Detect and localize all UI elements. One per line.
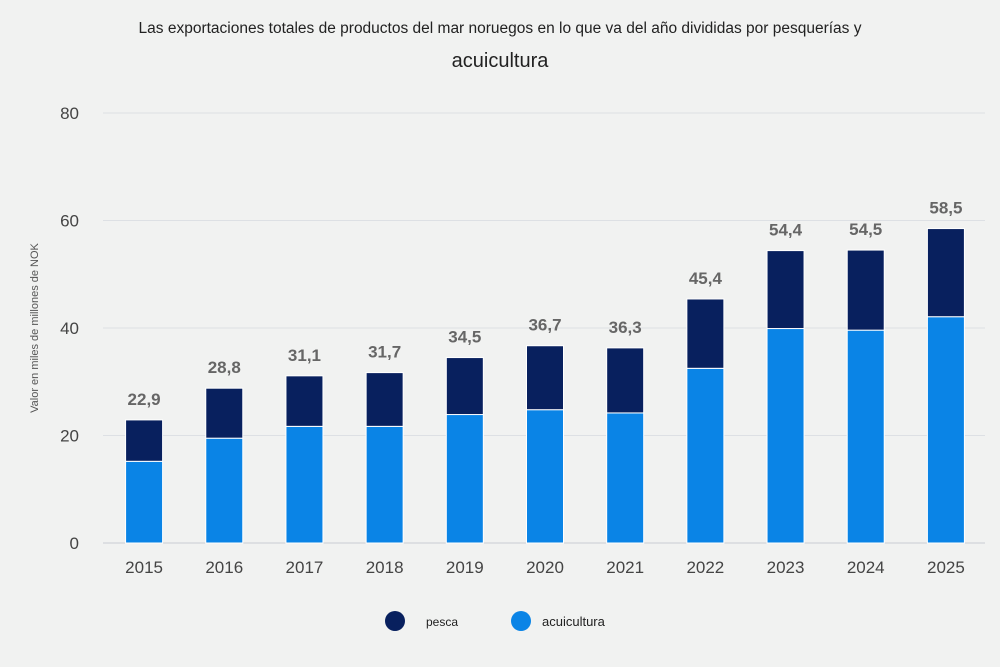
- bar-segment-acuicultura: [365, 425, 404, 544]
- bar-segment-pesca: [606, 347, 645, 414]
- bar-total-label: 36,7: [528, 316, 561, 335]
- y-axis-title: Valor en miles de millones de NOK: [29, 242, 41, 412]
- bar-segment-acuicultura: [526, 409, 564, 544]
- bar-total-label: 54,5: [849, 220, 882, 239]
- chart-subtitle: acuicultura: [451, 50, 549, 72]
- bar-total-label: 31,1: [288, 346, 321, 365]
- bar-total-label: 31,7: [368, 343, 401, 362]
- bar-segment-pesca: [686, 298, 725, 369]
- y-tick-label: 20: [60, 427, 79, 446]
- bar-segment-acuicultura: [285, 425, 324, 544]
- bar-segment-pesca: [526, 345, 564, 411]
- bar-segment-acuicultura: [606, 412, 645, 544]
- bar-segment-acuicultura: [686, 367, 725, 544]
- bar-segment-pesca: [926, 228, 965, 318]
- bar-segment-acuicultura: [445, 414, 484, 544]
- x-tick-label: 2015: [125, 558, 163, 577]
- x-tick-label: 2024: [847, 558, 885, 577]
- y-tick-label: 0: [70, 534, 79, 553]
- y-tick-label: 40: [60, 319, 79, 338]
- bar-segment-acuicultura: [205, 437, 244, 544]
- bar-total-label: 28,8: [208, 358, 241, 377]
- bar-segment-pesca: [766, 250, 805, 330]
- x-tick-label: 2018: [366, 558, 404, 577]
- x-tick-label: 2021: [606, 558, 644, 577]
- bar-total-label: 54,4: [769, 221, 803, 240]
- legend-label-pesca: pesca: [426, 615, 458, 629]
- bar-total-label: 58,5: [929, 199, 962, 218]
- bar-total-label: 34,5: [448, 328, 481, 347]
- y-tick-label: 80: [60, 104, 79, 123]
- bar-segment-pesca: [846, 249, 885, 331]
- bar-segment-pesca: [205, 387, 244, 439]
- legend-swatch-acuicultura: [511, 611, 531, 631]
- legend-label-acuicultura: acuicultura: [542, 614, 606, 629]
- x-tick-label: 2019: [446, 558, 484, 577]
- bar-segment-pesca: [365, 372, 404, 427]
- x-tick-label: 2025: [927, 558, 965, 577]
- bar-segment-pesca: [285, 375, 324, 427]
- x-tick-label: 2023: [767, 558, 805, 577]
- x-tick-label: 2020: [526, 558, 564, 577]
- bar-total-label: 36,3: [609, 318, 642, 337]
- bar-total-label: 22,9: [128, 390, 161, 409]
- chart-title: Las exportaciones totales de productos d…: [138, 20, 862, 37]
- bar-segment-acuicultura: [846, 329, 885, 544]
- x-tick-label: 2022: [686, 558, 724, 577]
- bar-segment-acuicultura: [766, 328, 805, 544]
- bar-total-label: 45,4: [689, 269, 723, 288]
- legend-swatch-pesca: [385, 611, 405, 631]
- x-tick-label: 2016: [205, 558, 243, 577]
- y-tick-label: 60: [60, 212, 79, 231]
- bar-segment-pesca: [125, 419, 164, 462]
- bar-segment-pesca: [445, 357, 484, 416]
- bar-segment-acuicultura: [926, 316, 965, 544]
- x-tick-label: 2017: [286, 558, 324, 577]
- bar-segment-acuicultura: [125, 460, 164, 544]
